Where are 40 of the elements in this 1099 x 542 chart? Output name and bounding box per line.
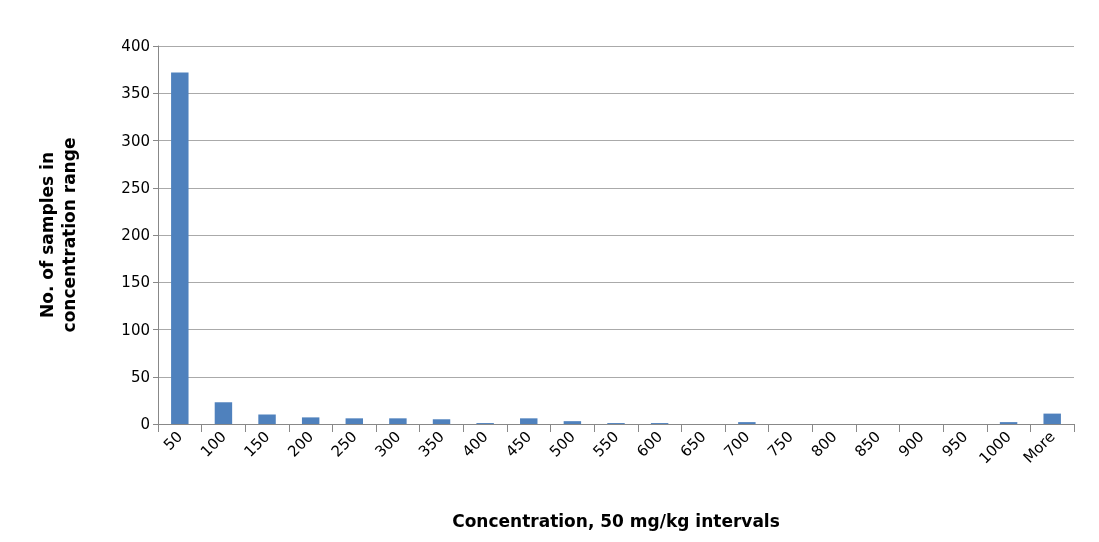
x-tick-label: 850 bbox=[851, 427, 885, 461]
bar bbox=[563, 421, 582, 424]
y-tick-label: 400 bbox=[121, 37, 150, 55]
y-tick-label: 250 bbox=[121, 178, 150, 197]
x-tick-label: 950 bbox=[938, 427, 972, 461]
y-axis-title: No. of samples in concentration range bbox=[37, 137, 79, 333]
bar bbox=[432, 419, 451, 424]
x-tick-label: 600 bbox=[633, 427, 666, 461]
bar bbox=[345, 418, 364, 424]
bar bbox=[520, 418, 538, 424]
y-tick-label: 300 bbox=[121, 131, 150, 150]
y-tick-label: 0 bbox=[140, 415, 150, 433]
x-tick-label: 800 bbox=[807, 427, 841, 461]
x-tick-label: 550 bbox=[589, 427, 623, 461]
x-tick-label: 700 bbox=[720, 427, 754, 461]
x-tick-label: 200 bbox=[284, 427, 318, 461]
x-tick-label: 650 bbox=[676, 427, 710, 461]
x-axis-title: Concentration, 50 mg/kg intervals bbox=[452, 510, 780, 531]
bar bbox=[214, 402, 233, 424]
x-tick-label: 300 bbox=[371, 427, 405, 461]
y-tick-label: 350 bbox=[121, 84, 150, 103]
x-tick-label: 50 bbox=[159, 427, 187, 454]
x-tick-label: 400 bbox=[458, 427, 492, 461]
bar bbox=[258, 414, 276, 424]
bar bbox=[301, 417, 320, 424]
bar bbox=[171, 72, 189, 424]
x-tick-label: 500 bbox=[545, 427, 579, 461]
x-tick-label: 450 bbox=[502, 427, 536, 461]
x-tick-label: 750 bbox=[763, 427, 797, 461]
bar bbox=[389, 418, 407, 424]
y-tick-label: 50 bbox=[130, 367, 150, 386]
bar bbox=[1043, 413, 1061, 424]
x-tick-label: 350 bbox=[414, 427, 448, 461]
y-tick-label: 100 bbox=[121, 320, 150, 339]
x-tick-label: 150 bbox=[240, 427, 274, 461]
y-tick-label: 200 bbox=[121, 226, 150, 244]
x-tick-label: 100 bbox=[196, 427, 230, 461]
x-tick-label: 900 bbox=[894, 427, 928, 461]
x-tick-label: 250 bbox=[327, 427, 361, 461]
y-tick-label: 150 bbox=[121, 273, 150, 292]
